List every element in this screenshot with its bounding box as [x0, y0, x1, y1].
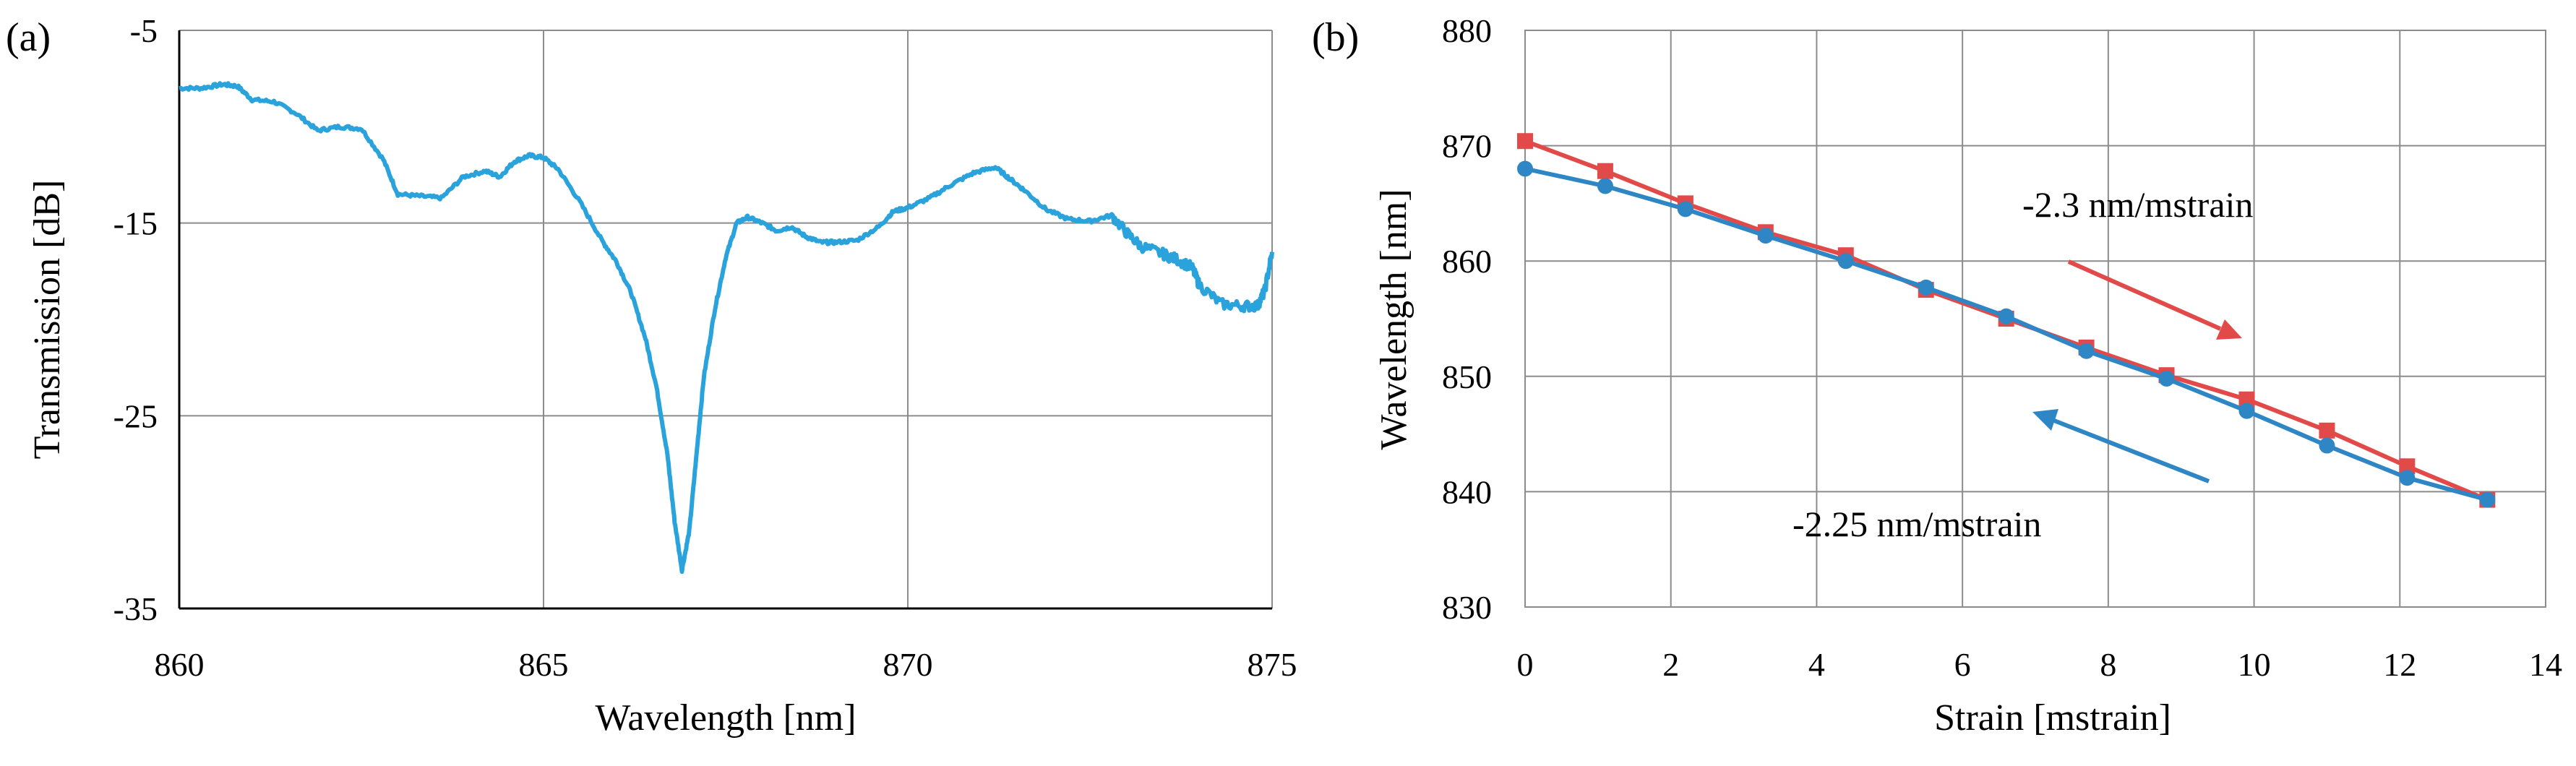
panel-b-y-tick-label: 880: [1442, 12, 1492, 49]
panel-b-y-tick-label: 840: [1442, 473, 1492, 510]
transmission-series-line: [179, 81, 1274, 574]
red-arrow-head: [2216, 319, 2242, 340]
panel-a-x-tick-label: 860: [155, 646, 205, 683]
panel-b-series-1-point: [2078, 343, 2095, 359]
panel-b-series-1-point: [1757, 228, 1774, 244]
panel-b-y-tick-label: 860: [1442, 243, 1492, 280]
panel-a-plot-area: [179, 30, 1272, 608]
blue-arrow-head: [2032, 409, 2058, 431]
panel-b-y-tick-label: 850: [1442, 358, 1492, 395]
panel-b-x-tick-label: 8: [2100, 646, 2116, 683]
panel-b-series-0-point: [1597, 163, 1613, 179]
red-trend-arrow: [2067, 259, 2222, 331]
panel-b-series-1-point: [1677, 201, 1693, 218]
panel-a-y-tick-label: -5: [130, 12, 158, 49]
panel-b-series-1-point: [2479, 491, 2496, 508]
panel-b-series-0-point: [2238, 391, 2255, 408]
panel-a-y-tick-label: -25: [113, 397, 158, 434]
panel-b-y-tick-label: 870: [1442, 128, 1492, 165]
panel-b-label: (b): [1312, 15, 1359, 60]
panel-a-chart: 860 865 870 875 -5 -15 -25 -35 (a) Wavelength […: [6, 12, 1297, 739]
panel-b-series-0-point: [1517, 133, 1533, 150]
panel-b-x-tick-label: 12: [2383, 646, 2416, 683]
panel-b-x-tick-label: 2: [1662, 646, 1679, 683]
panel-b-x-axis-title: Strain [mstrain]: [1934, 697, 2171, 739]
panel-b-chart: 0 2 4 6 8 10 12 14 830 840 850 860 870 880 (b) Strain…: [1312, 12, 2562, 739]
panel-b-y-axis-title: Wavelength [nm]: [1373, 189, 1414, 449]
panel-b-series-1-point: [2319, 437, 2335, 454]
panel-b-x-tick-label: 0: [1517, 646, 1534, 683]
panel-a-y-tick-label: -15: [113, 205, 158, 242]
panel-a-x-tick-label: 875: [1248, 646, 1297, 683]
panel-a-x-axis-title: Wavelength [nm]: [595, 697, 856, 739]
panel-b-series-1-point: [2158, 370, 2175, 387]
panel-b-series-1-point: [2399, 470, 2416, 486]
blue-slope-annotation: -2.25 nm/mstrain: [1793, 504, 2041, 544]
blue-trend-arrow: [2053, 418, 2210, 483]
panel-b-plot-area: [1525, 30, 2546, 607]
panel-b-series-0-point: [2399, 458, 2416, 475]
panel-a-x-tick-label: 870: [883, 646, 933, 683]
panel-b-series-0-point: [2319, 422, 2335, 439]
panel-b-series: [1517, 133, 2496, 508]
panel-a-label: (a): [6, 15, 51, 60]
panel-a-y-tick-label: -35: [113, 590, 158, 627]
panel-b-x-tick-label: 4: [1808, 646, 1825, 683]
panel-b-x-tick-label: 6: [1954, 646, 1971, 683]
panel-b-x-tick-label: 14: [2529, 646, 2562, 683]
panel-b-frame: [1524, 30, 2546, 608]
panel-b-series-1-point: [1998, 308, 2014, 324]
panel-a-tick-labels: 860 865 870 875 -5 -15 -25 -35: [113, 12, 1297, 683]
red-slope-annotation: -2.3 nm/mstrain: [2022, 184, 2253, 225]
panel-a-x-tick-label: 865: [519, 646, 569, 683]
panel-b-gridlines: [1524, 30, 2546, 608]
panel-b-tick-labels: 0 2 4 6 8 10 12 14 830 840 850 860 870 880: [1442, 12, 2562, 683]
panel-a-gridlines: [178, 30, 1273, 610]
panel-b-series-1-point: [2238, 403, 2255, 419]
panel-a-y-axis-title: Transmission [dB]: [27, 180, 68, 460]
panel-b-x-tick-label: 10: [2238, 646, 2271, 683]
panel-b-series-1-point: [1918, 279, 1934, 296]
panel-b-series-1-point: [1517, 160, 1533, 177]
panel-b-series-1-point: [1837, 253, 1854, 270]
panel-b-y-tick-label: 830: [1442, 589, 1492, 626]
panel-b-series-1-point: [1597, 178, 1613, 194]
